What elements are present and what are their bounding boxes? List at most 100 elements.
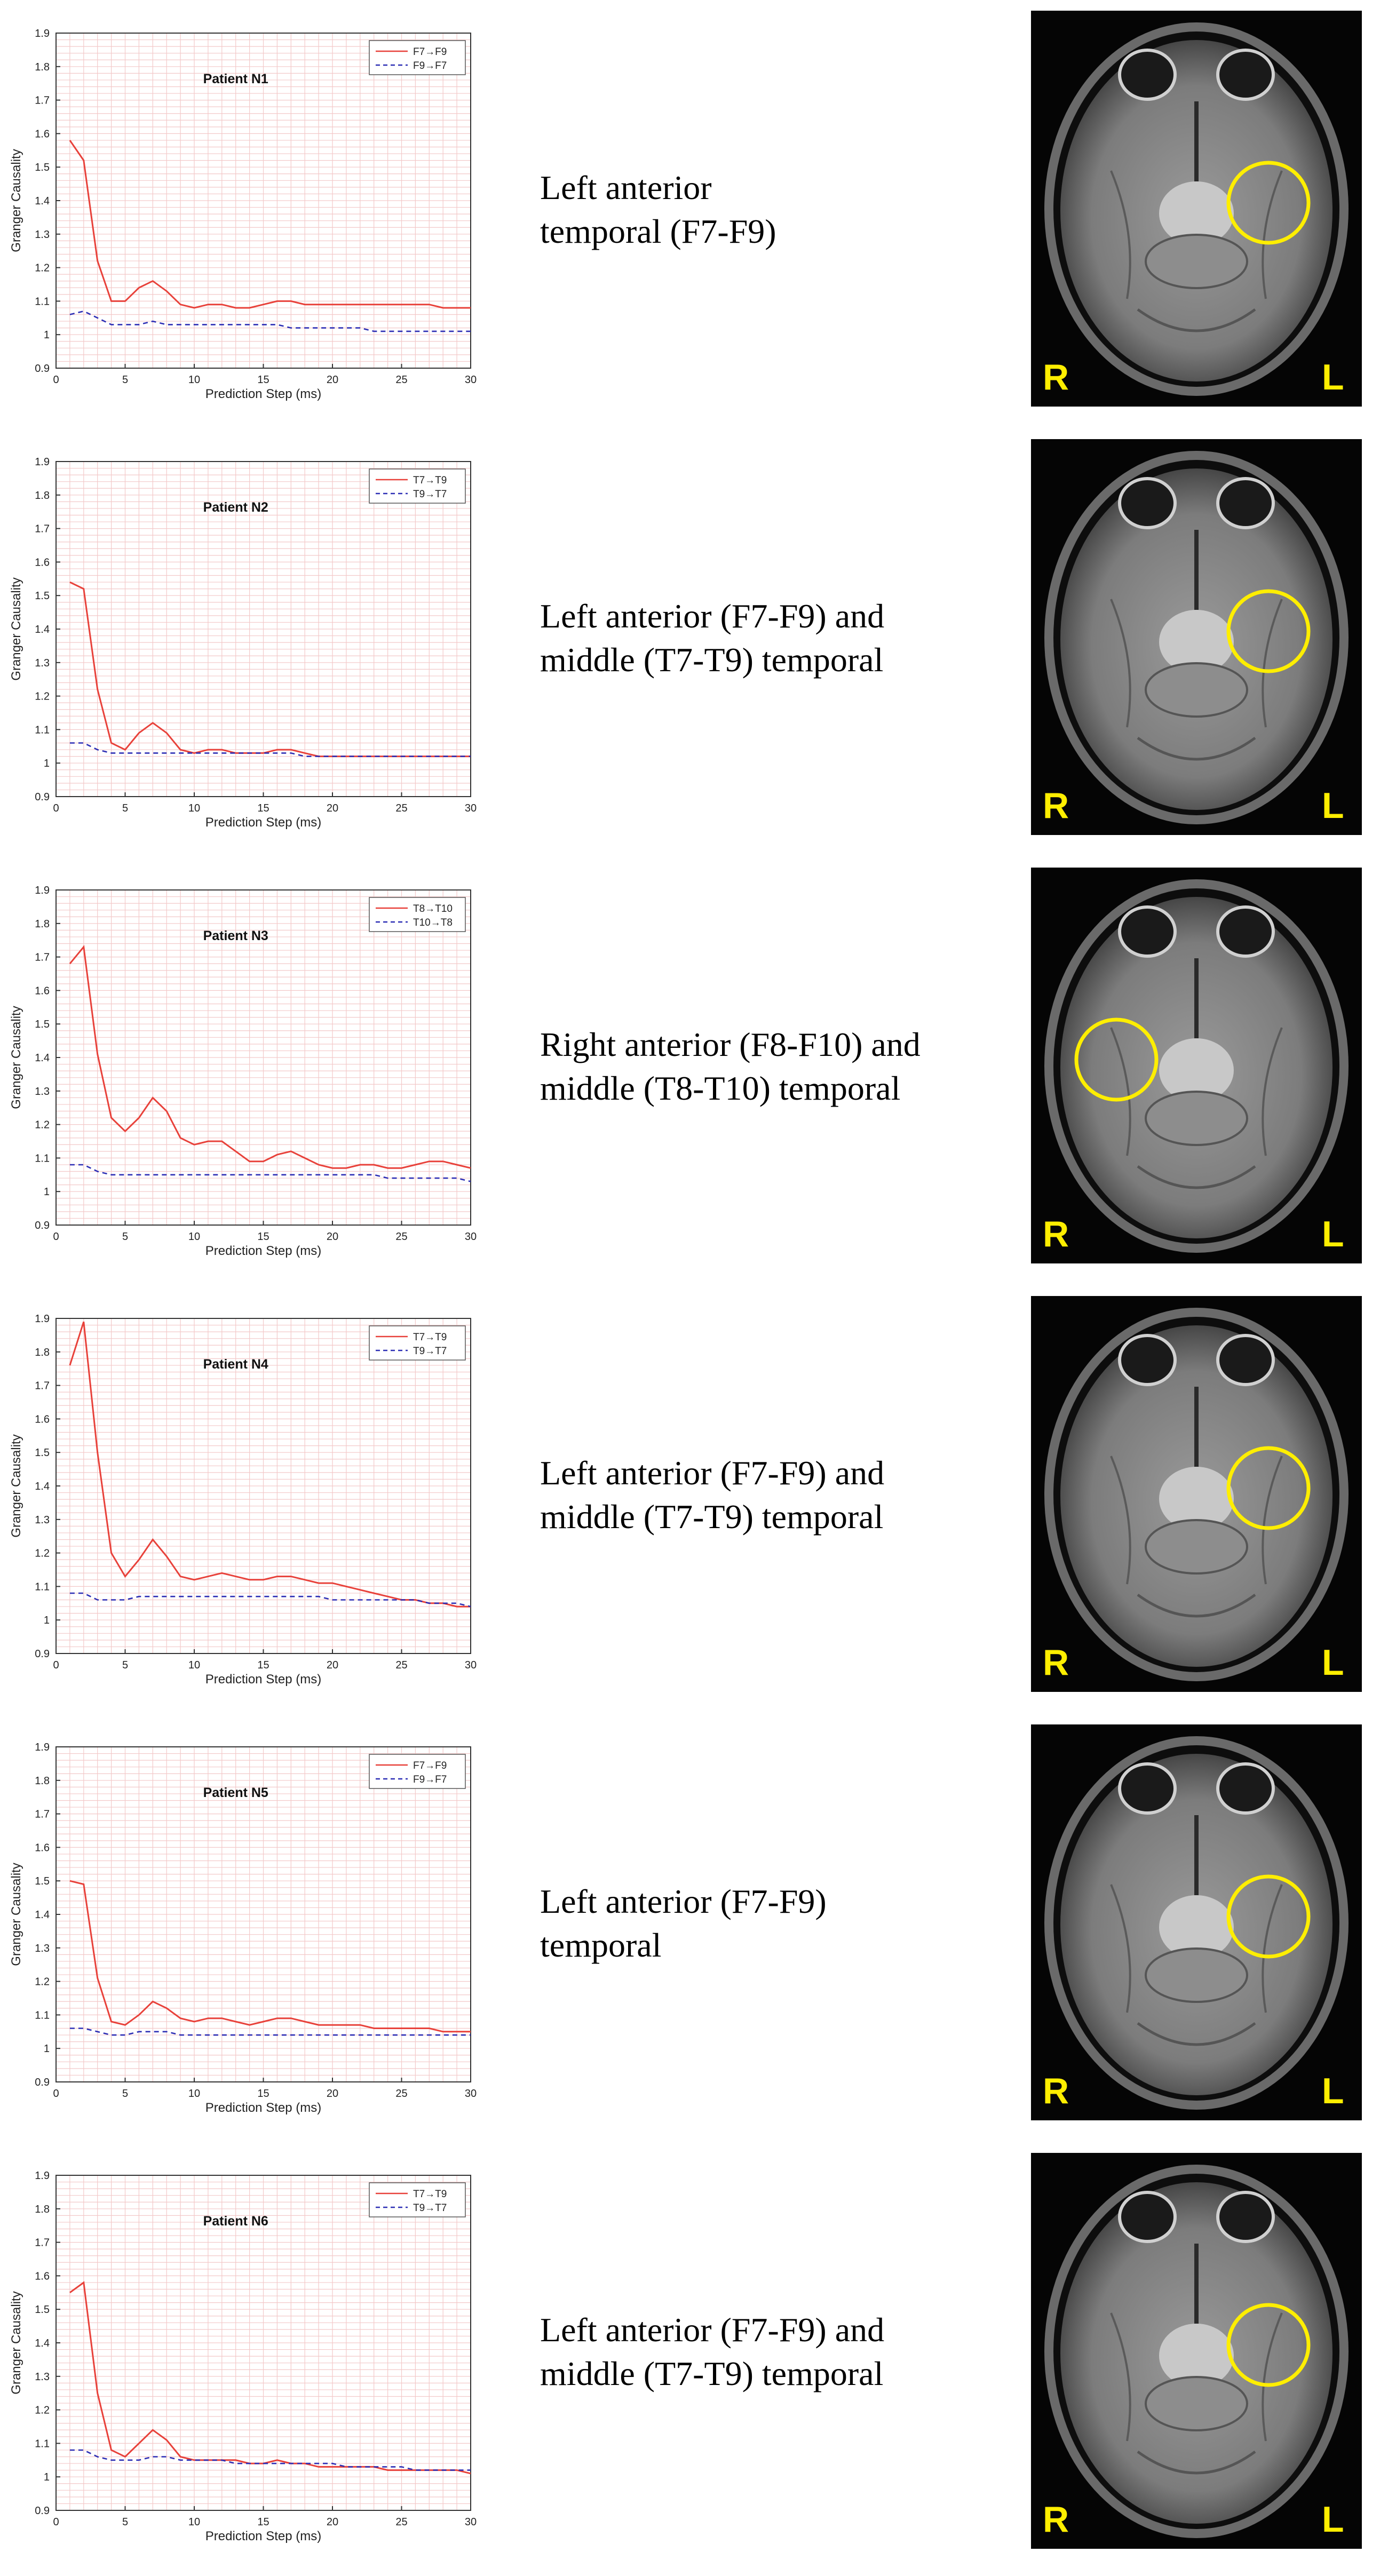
region-description-line: middle (T7-T9) temporal (540, 1497, 884, 1536)
region-description-line: middle (T8-T10) temporal (540, 1069, 901, 1107)
x-tick-label: 20 (327, 2088, 338, 2100)
y-tick-label: 1.9 (35, 885, 50, 896)
y-tick-label: 1.8 (35, 1775, 50, 1787)
x-tick-label: 20 (327, 2516, 338, 2528)
y-tick-label: 1.7 (35, 952, 50, 964)
granger-chart: 0.9 1 1.1 1.2 1.3 1.4 1.5 1.6 1.7 1.8 1.9 0 5 10 15 20 2… (9, 2170, 477, 2543)
figure-row: 0.9 1 1.1 1.2 1.3 1.4 1.5 1.6 1.7 1.8 1.9 0 5 10 15 20 2… (0, 1296, 1380, 1694)
granger-chart: 0.9 1 1.1 1.2 1.3 1.4 1.5 1.6 1.7 1.8 1.9 0 5 10 15 20 2… (9, 456, 477, 830)
legend (369, 897, 466, 932)
y-tick-label: 1.1 (35, 296, 50, 307)
mri-label-left: L (1322, 1642, 1344, 1683)
x-tick-label: 10 (188, 1659, 200, 1671)
legend-label: T7→T9 (413, 475, 447, 486)
series-line-2 (69, 1164, 471, 1182)
x-tick-label: 0 (53, 374, 59, 386)
series-line-1 (69, 945, 471, 1169)
x-tick-label: 0 (53, 1659, 59, 1671)
mri-label-right: R (1043, 2499, 1069, 2540)
region-description: Left anterior (F7-F9) and middle (T7-T9) … (540, 2153, 994, 2550)
y-tick-label: 1.3 (35, 1514, 50, 1526)
y-tick-label: 1 (44, 1186, 50, 1198)
y-tick-label: 1.9 (35, 28, 50, 39)
legend (369, 2182, 466, 2217)
y-tick-label: 0.9 (35, 2505, 50, 2517)
series-line-1 (69, 140, 471, 309)
figure-row: 0.9 1 1.1 1.2 1.3 1.4 1.5 1.6 1.7 1.8 1.9 0 5 10 15 20 2… (0, 1724, 1380, 2122)
y-axis-label: Granger Causality (9, 1863, 23, 1966)
chart-title: Patient N6 (203, 2214, 268, 2229)
y-tick-label: 1.3 (35, 657, 50, 669)
roi-circle (1074, 1017, 1159, 1102)
granger-chart: 0.9 1 1.1 1.2 1.3 1.4 1.5 1.6 1.7 1.8 1.9 0 5 10 15 20 2… (9, 1742, 477, 2115)
y-tick-label: 1.3 (35, 229, 50, 241)
x-tick-label: 15 (257, 802, 269, 814)
figure-row: 0.9 1 1.1 1.2 1.3 1.4 1.5 1.6 1.7 1.8 1.9 0 5 10 15 20 2… (0, 439, 1380, 837)
mri-label-right: R (1043, 357, 1069, 397)
mri-label-left: L (1322, 2071, 1344, 2111)
y-tick-label: 1.4 (35, 195, 50, 207)
x-tick-label: 25 (395, 1231, 407, 1243)
legend-label: F9→F7 (413, 1774, 447, 1785)
series-line-2 (69, 310, 471, 332)
x-tick-label: 5 (122, 2516, 128, 2528)
x-axis-label: Prediction Step (ms) (205, 2529, 321, 2543)
y-tick-label: 1.9 (35, 456, 50, 468)
x-tick-label: 30 (465, 802, 477, 814)
mri-label-right: R (1043, 1642, 1069, 1683)
legend (369, 468, 466, 504)
y-tick-label: 1.1 (35, 1152, 50, 1164)
y-axis-label: Granger Causality (9, 1434, 23, 1537)
x-tick-label: 30 (465, 374, 477, 386)
x-tick-label: 30 (465, 1659, 477, 1671)
legend (369, 1325, 466, 1361)
granger-chart: 0.9 1 1.1 1.2 1.3 1.4 1.5 1.6 1.7 1.8 1.9 0 5 10 15 20 2… (9, 885, 477, 1258)
region-description-line: middle (T7-T9) temporal (540, 2354, 884, 2392)
x-tick-label: 0 (53, 1231, 59, 1243)
figure-row: 0.9 1 1.1 1.2 1.3 1.4 1.5 1.6 1.7 1.8 1.9 0 5 10 15 20 2… (0, 2153, 1380, 2550)
x-tick-label: 10 (188, 802, 200, 814)
x-tick-label: 5 (122, 2088, 128, 2100)
mri-label-right: R (1043, 785, 1069, 826)
x-tick-label: 20 (327, 1659, 338, 1671)
y-tick-label: 1 (44, 1615, 50, 1626)
x-tick-label: 25 (395, 2088, 407, 2100)
y-tick-label: 1 (44, 2043, 50, 2055)
y-axis-label: Granger Causality (9, 1006, 23, 1109)
region-description: Left anterior (F7-F9) temporal (540, 1724, 994, 2122)
mri-label-left: L (1322, 785, 1344, 826)
granger-chart: 0.9 1 1.1 1.2 1.3 1.4 1.5 1.6 1.7 1.8 1.9 0 5 10 15 20 2… (9, 28, 477, 401)
region-description: Left anterior temporal (F7-F9) (540, 11, 994, 408)
x-tick-label: 15 (257, 2088, 269, 2100)
x-tick-label: 10 (188, 374, 200, 386)
x-tick-label: 20 (327, 802, 338, 814)
y-tick-label: 1.8 (35, 490, 50, 502)
y-tick-label: 1.6 (35, 985, 50, 997)
x-tick-label: 15 (257, 374, 269, 386)
y-tick-label: 0.9 (35, 1648, 50, 1660)
y-tick-label: 0.9 (35, 791, 50, 803)
y-tick-label: 1.6 (35, 1413, 50, 1425)
y-tick-label: 0.9 (35, 363, 50, 375)
y-tick-label: 1.8 (35, 1347, 50, 1358)
y-tick-label: 1.4 (35, 1909, 50, 1921)
x-tick-label: 20 (327, 374, 338, 386)
x-tick-label: 5 (122, 374, 128, 386)
chart-title: Patient N3 (203, 928, 268, 943)
y-tick-label: 1 (44, 758, 50, 769)
y-tick-label: 1.6 (35, 2270, 50, 2282)
y-axis-label: Granger Causality (9, 577, 23, 680)
series-line-1 (69, 1880, 471, 2033)
legend-label: T9→T7 (413, 489, 447, 500)
y-tick-label: 1.2 (35, 263, 50, 274)
x-tick-label: 25 (395, 374, 407, 386)
x-tick-label: 30 (465, 1231, 477, 1243)
x-tick-label: 10 (188, 2516, 200, 2528)
